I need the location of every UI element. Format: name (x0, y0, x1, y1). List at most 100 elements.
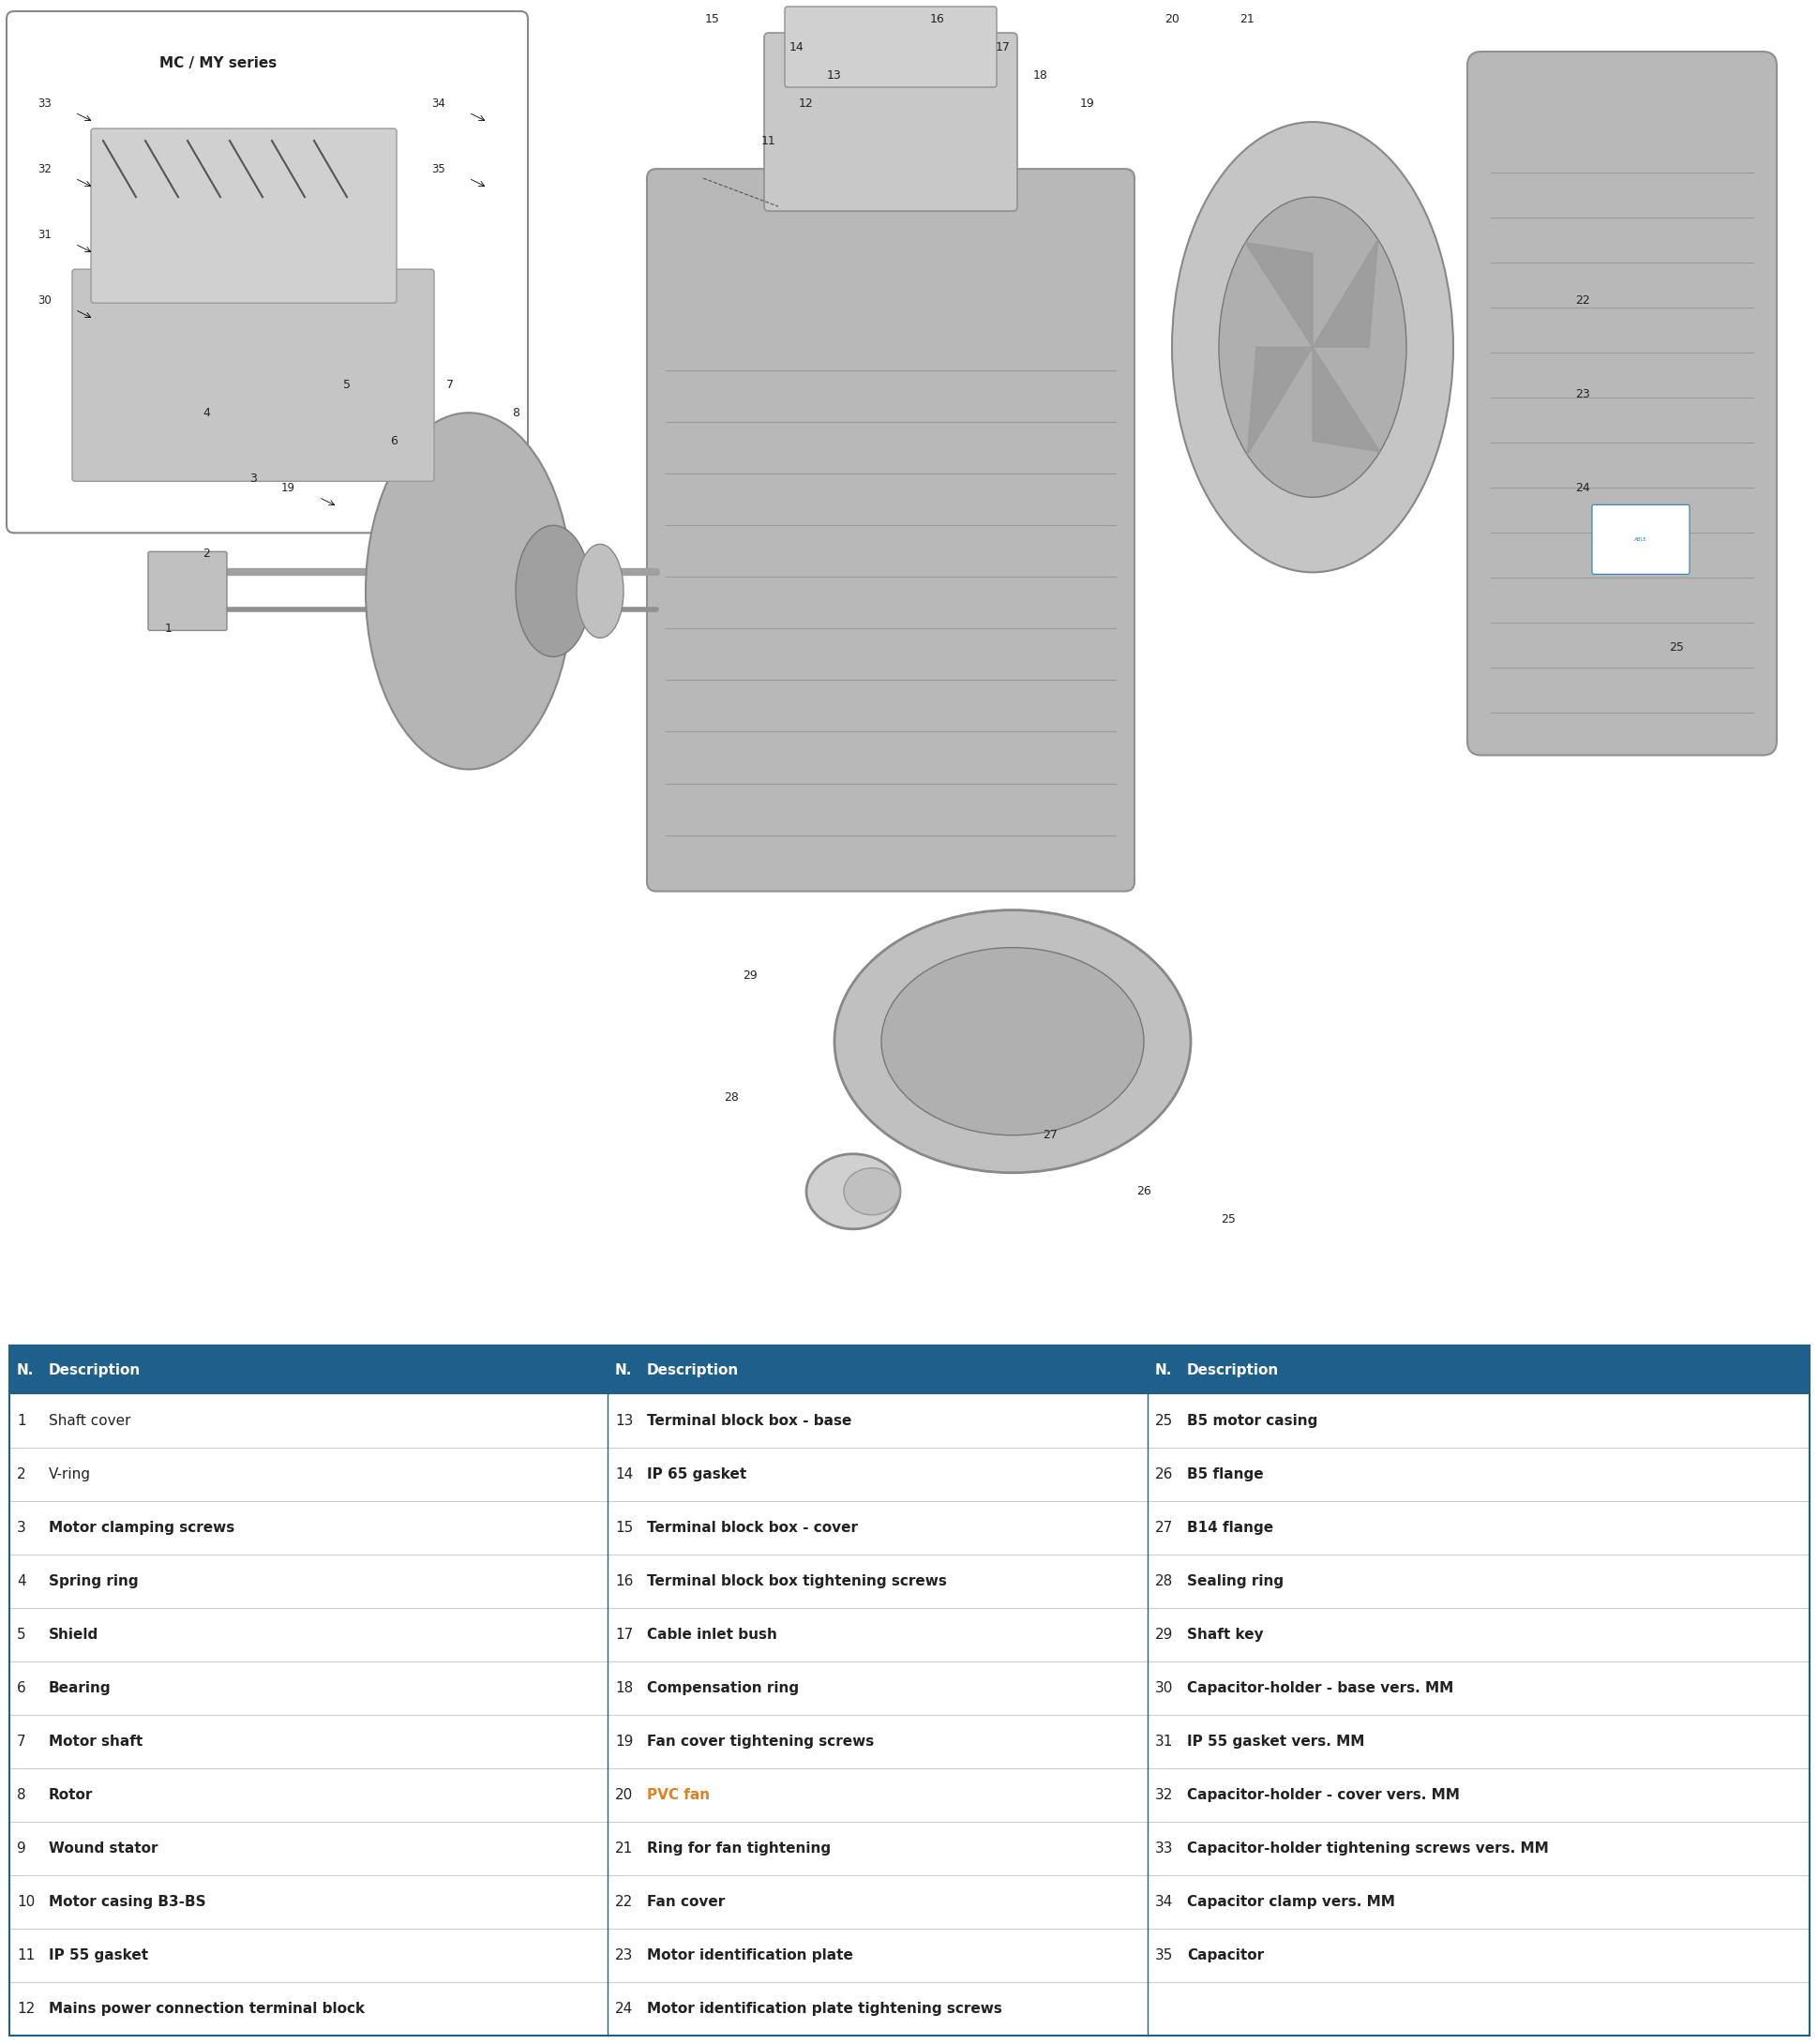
Bar (1147, 1447, 1809, 1500)
Text: 18: 18 (1033, 69, 1047, 82)
Bar (607, 1983, 1147, 2036)
Text: 33: 33 (1154, 1842, 1173, 1856)
Text: 8: 8 (16, 1788, 25, 1803)
Text: Capacitor-holder - base vers. MM: Capacitor-holder - base vers. MM (1187, 1680, 1453, 1694)
Text: Cable inlet bush: Cable inlet bush (647, 1627, 776, 1641)
Text: V-ring: V-ring (49, 1468, 91, 1482)
Bar (1147, 1500, 1809, 1555)
Bar (1147, 1394, 1809, 1447)
FancyBboxPatch shape (1591, 505, 1689, 574)
Text: 32: 32 (1154, 1788, 1173, 1803)
Text: 31: 31 (38, 229, 51, 241)
Text: Fan cover: Fan cover (647, 1895, 725, 1909)
Ellipse shape (365, 413, 571, 769)
Bar (607, 1821, 1147, 1874)
Text: IP 65 gasket: IP 65 gasket (647, 1468, 745, 1482)
Ellipse shape (1171, 123, 1453, 572)
Text: 7: 7 (16, 1735, 25, 1750)
Text: Capacitor: Capacitor (1187, 1948, 1264, 1962)
Text: MC / MY series: MC / MY series (160, 57, 276, 69)
Bar (9, 1555, 607, 1609)
Bar (607, 1662, 1147, 1715)
Text: B14 flange: B14 flange (1187, 1521, 1273, 1535)
Text: 5: 5 (16, 1627, 25, 1641)
Bar (1147, 1345, 1809, 1394)
Text: 22: 22 (614, 1895, 633, 1909)
Ellipse shape (516, 525, 591, 656)
Text: 16: 16 (614, 1574, 633, 1588)
Text: N.: N. (16, 1363, 35, 1378)
Text: 1: 1 (165, 623, 173, 636)
Text: 31: 31 (1154, 1735, 1173, 1750)
Bar (1147, 1662, 1809, 1715)
Text: Mains power connection terminal block: Mains power connection terminal block (49, 2001, 365, 2015)
Polygon shape (1313, 239, 1378, 347)
Text: 1: 1 (16, 1414, 25, 1429)
Text: 2: 2 (202, 548, 209, 560)
Text: 13: 13 (827, 69, 842, 82)
Bar (9, 1715, 607, 1768)
Text: N.: N. (1154, 1363, 1173, 1378)
FancyBboxPatch shape (147, 552, 227, 630)
Text: 21: 21 (1240, 12, 1254, 25)
Bar (9, 1609, 607, 1662)
FancyBboxPatch shape (91, 129, 396, 303)
Text: 9: 9 (16, 1842, 25, 1856)
Text: Capacitor-holder - cover vers. MM: Capacitor-holder - cover vers. MM (1187, 1788, 1460, 1803)
Text: 27: 27 (1042, 1128, 1056, 1141)
Text: 28: 28 (1154, 1574, 1173, 1588)
Text: 3: 3 (249, 472, 256, 484)
Ellipse shape (576, 544, 624, 638)
Text: Shaft cover: Shaft cover (49, 1414, 131, 1429)
Text: 13: 13 (614, 1414, 633, 1429)
Bar (1147, 1715, 1809, 1768)
Text: Wound stator: Wound stator (49, 1842, 158, 1856)
Text: ✦: ✦ (645, 660, 705, 730)
Text: 24: 24 (1574, 482, 1589, 495)
Text: 19: 19 (282, 482, 295, 495)
Text: IP 55 gasket vers. MM: IP 55 gasket vers. MM (1187, 1735, 1364, 1750)
Text: 28: 28 (724, 1091, 738, 1104)
Bar (9, 1930, 607, 1983)
Text: 5: 5 (344, 378, 351, 390)
Text: 27: 27 (1154, 1521, 1173, 1535)
Text: 35: 35 (1154, 1948, 1173, 1962)
Text: 25: 25 (1154, 1414, 1173, 1429)
Text: IP 55 gasket: IP 55 gasket (49, 1948, 149, 1962)
Text: 24: 24 (614, 2001, 633, 2015)
Bar (607, 1447, 1147, 1500)
Bar (1147, 1930, 1809, 1983)
Text: 33: 33 (38, 98, 51, 108)
Text: PVC fan: PVC fan (647, 1788, 709, 1803)
Text: 6: 6 (389, 435, 398, 448)
Text: 23: 23 (614, 1948, 633, 1962)
Text: 29: 29 (742, 969, 756, 981)
Polygon shape (131, 1555, 282, 1782)
Text: Motor identification plate tightening screws: Motor identification plate tightening sc… (647, 2001, 1002, 2015)
Text: 34: 34 (1154, 1895, 1173, 1909)
FancyBboxPatch shape (1467, 51, 1776, 754)
Text: 7: 7 (445, 378, 453, 390)
Bar (9, 1345, 607, 1394)
FancyBboxPatch shape (73, 270, 435, 480)
Text: 23: 23 (1574, 388, 1589, 401)
Text: 16: 16 (929, 12, 945, 25)
Text: Capacitor-holder tightening screws vers. MM: Capacitor-holder tightening screws vers.… (1187, 1842, 1547, 1856)
Text: Description: Description (1187, 1363, 1278, 1378)
Text: 11: 11 (16, 1948, 35, 1962)
Bar (9, 1821, 607, 1874)
Bar (9, 1983, 607, 2036)
Polygon shape (1247, 347, 1313, 456)
Text: 25: 25 (1669, 642, 1683, 654)
Bar (9, 1394, 607, 1447)
Text: Motor shaft: Motor shaft (49, 1735, 142, 1750)
Text: B5 motor casing: B5 motor casing (1187, 1414, 1316, 1429)
Text: 4: 4 (16, 1574, 25, 1588)
Bar (9, 1447, 607, 1500)
Text: Ring for fan tightening: Ring for fan tightening (647, 1842, 831, 1856)
Text: 2: 2 (16, 1468, 25, 1482)
FancyBboxPatch shape (764, 33, 1016, 211)
FancyBboxPatch shape (784, 6, 996, 88)
Bar (1147, 1768, 1809, 1821)
Bar (607, 1500, 1147, 1555)
